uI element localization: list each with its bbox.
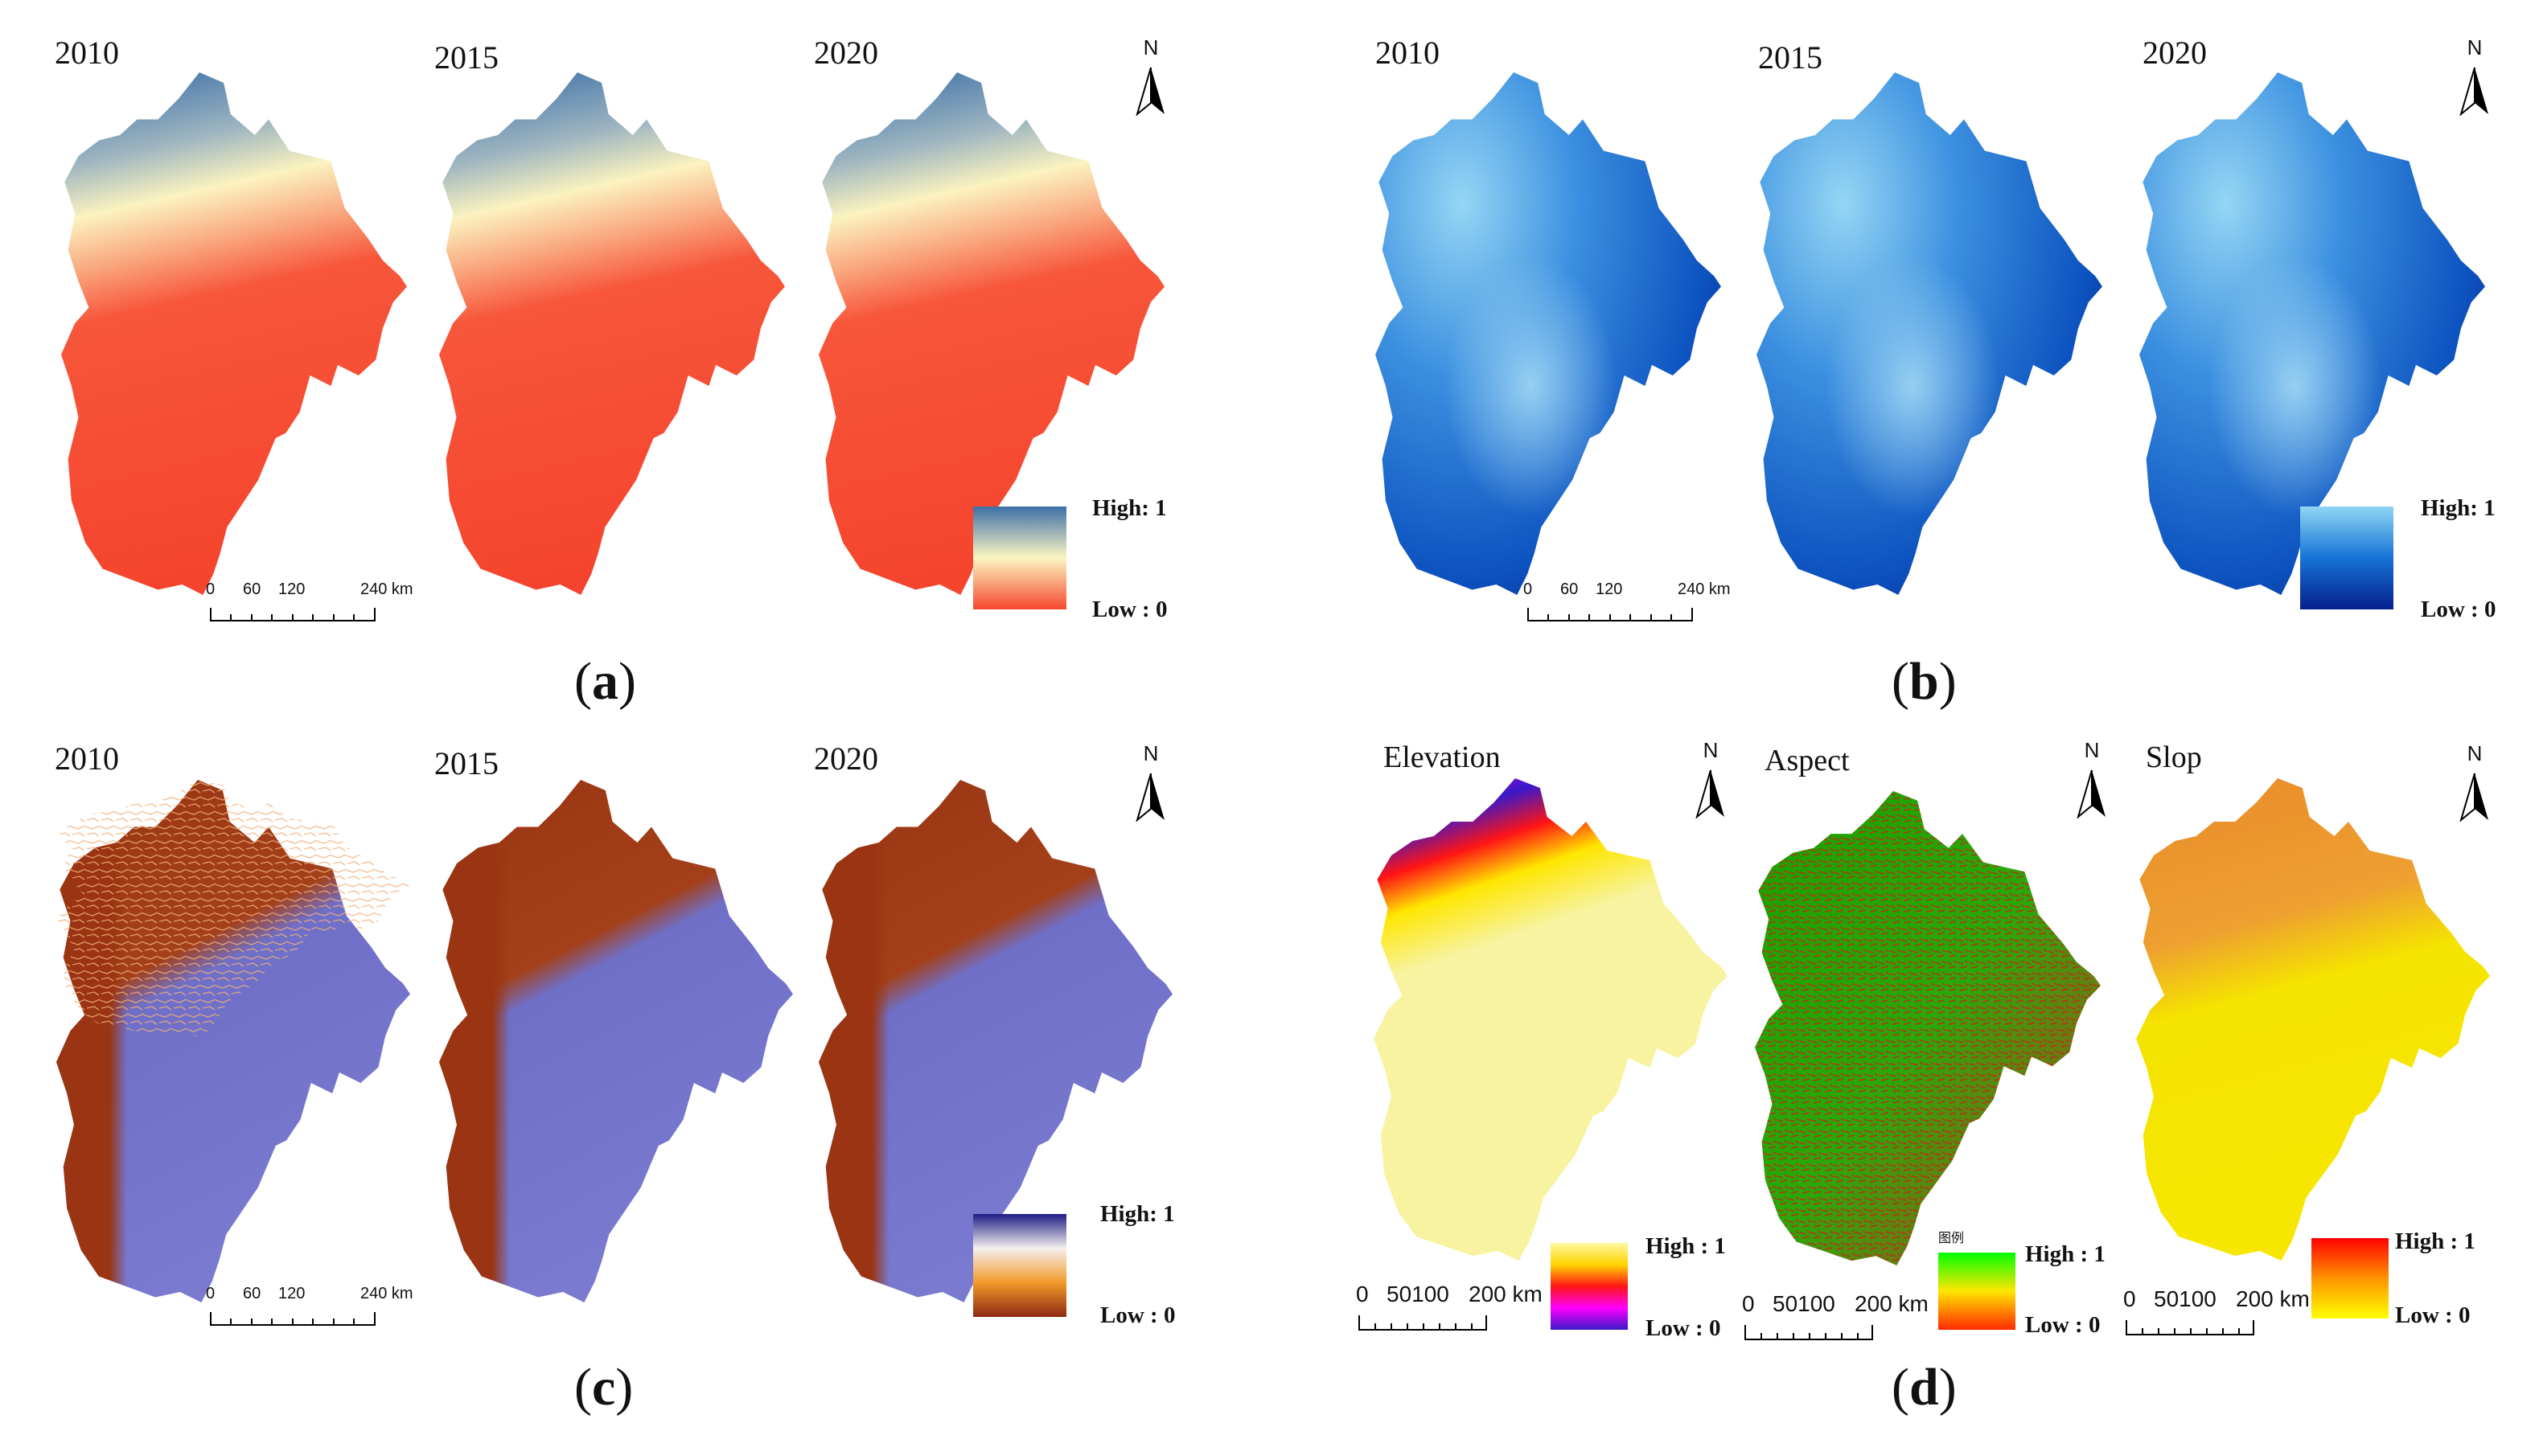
legend-low-elevation: Low : 0 bbox=[1645, 1315, 1721, 1341]
panel-c: 2010 2015 2020 N High: 1 Low : 0 0 60 12… bbox=[0, 0, 1255, 1456]
year-label-2020-c: 2020 bbox=[814, 740, 878, 777]
map-c-2010 bbox=[56, 780, 410, 1302]
legend-low-b: Low : 0 bbox=[2421, 597, 2496, 622]
year-label-2010: 2010 bbox=[55, 35, 119, 71]
legend-title-aspect: 图例 bbox=[1938, 1232, 1965, 1245]
scale-bar-aspect: 0 50100 200 km bbox=[1742, 1291, 1945, 1356]
caption-b: (b) bbox=[1892, 652, 1957, 711]
panel-b: 2010 2015 2020 N High: 1 Low : 0 0 60 12… bbox=[0, 0, 2539, 724]
map-d-elevation bbox=[1374, 778, 1728, 1261]
legend-low-aspect: Low : 0 bbox=[2025, 1312, 2101, 1338]
north-arrow-icon: N bbox=[2456, 35, 2493, 116]
north-arrow-icon: N bbox=[2456, 741, 2493, 822]
year-label-2015-b: 2015 bbox=[1758, 39, 1822, 76]
year-label-2020-b: 2020 bbox=[2143, 35, 2207, 71]
legend-high-b: High: 1 bbox=[2421, 495, 2496, 521]
scale-bar-a: 0 60 120 240 km bbox=[206, 580, 420, 629]
legend-ramp-slope bbox=[2311, 1238, 2389, 1319]
year-label-2010-c: 2010 bbox=[55, 740, 119, 777]
map-title-aspect: Aspect bbox=[1765, 744, 1850, 777]
legend-high-a: High: 1 bbox=[1092, 495, 1167, 521]
year-label-2015-c: 2015 bbox=[434, 745, 499, 781]
legend-ramp-elevation bbox=[1551, 1243, 1628, 1330]
north-arrow-icon: N bbox=[1132, 35, 1169, 116]
legend-low-a: Low : 0 bbox=[1092, 597, 1168, 622]
caption-c: (c) bbox=[574, 1358, 634, 1417]
legend-high-slope: High : 1 bbox=[2395, 1228, 2475, 1254]
scale-bar-b: 0 60 120 240 km bbox=[1523, 580, 1737, 629]
caption-d: (d) bbox=[1892, 1358, 1957, 1417]
caption-a: (a) bbox=[574, 652, 636, 711]
legend-low-c: Low : 0 bbox=[1100, 1302, 1176, 1328]
scale-bar-c: 0 60 120 240 km bbox=[206, 1285, 420, 1333]
legend-ramp-a bbox=[973, 507, 1066, 609]
scale-bar-slope: 0 50100 200 km bbox=[2123, 1286, 2326, 1351]
scale-bar-elevation: 0 50100 200 km bbox=[1356, 1282, 1559, 1346]
map-d-slope bbox=[2136, 778, 2490, 1261]
north-arrow-icon: N bbox=[1132, 741, 1169, 822]
year-label-2020: 2020 bbox=[814, 35, 878, 71]
legend-high-c: High: 1 bbox=[1100, 1201, 1175, 1227]
north-arrow-icon: N bbox=[1692, 738, 1729, 818]
legend-ramp-aspect bbox=[1938, 1253, 2015, 1330]
legend-low-slope: Low : 0 bbox=[2395, 1302, 2471, 1328]
legend-ramp-b bbox=[2300, 507, 2393, 609]
legend-high-elevation: High : 1 bbox=[1645, 1233, 1726, 1259]
year-label-2015: 2015 bbox=[434, 39, 499, 76]
map-title-elevation: Elevation bbox=[1383, 740, 1501, 774]
legend-high-aspect: High : 1 bbox=[2025, 1241, 2106, 1267]
year-label-2010-b: 2010 bbox=[1375, 35, 1440, 71]
legend-ramp-c bbox=[973, 1214, 1066, 1317]
map-d-aspect bbox=[1755, 791, 2101, 1265]
map-title-slop: Slop bbox=[2146, 740, 2202, 774]
north-arrow-icon: N bbox=[2073, 738, 2110, 818]
panel-a: 2010 2015 2020 N High: 1 Low : 0 0 60 12… bbox=[0, 0, 1255, 724]
